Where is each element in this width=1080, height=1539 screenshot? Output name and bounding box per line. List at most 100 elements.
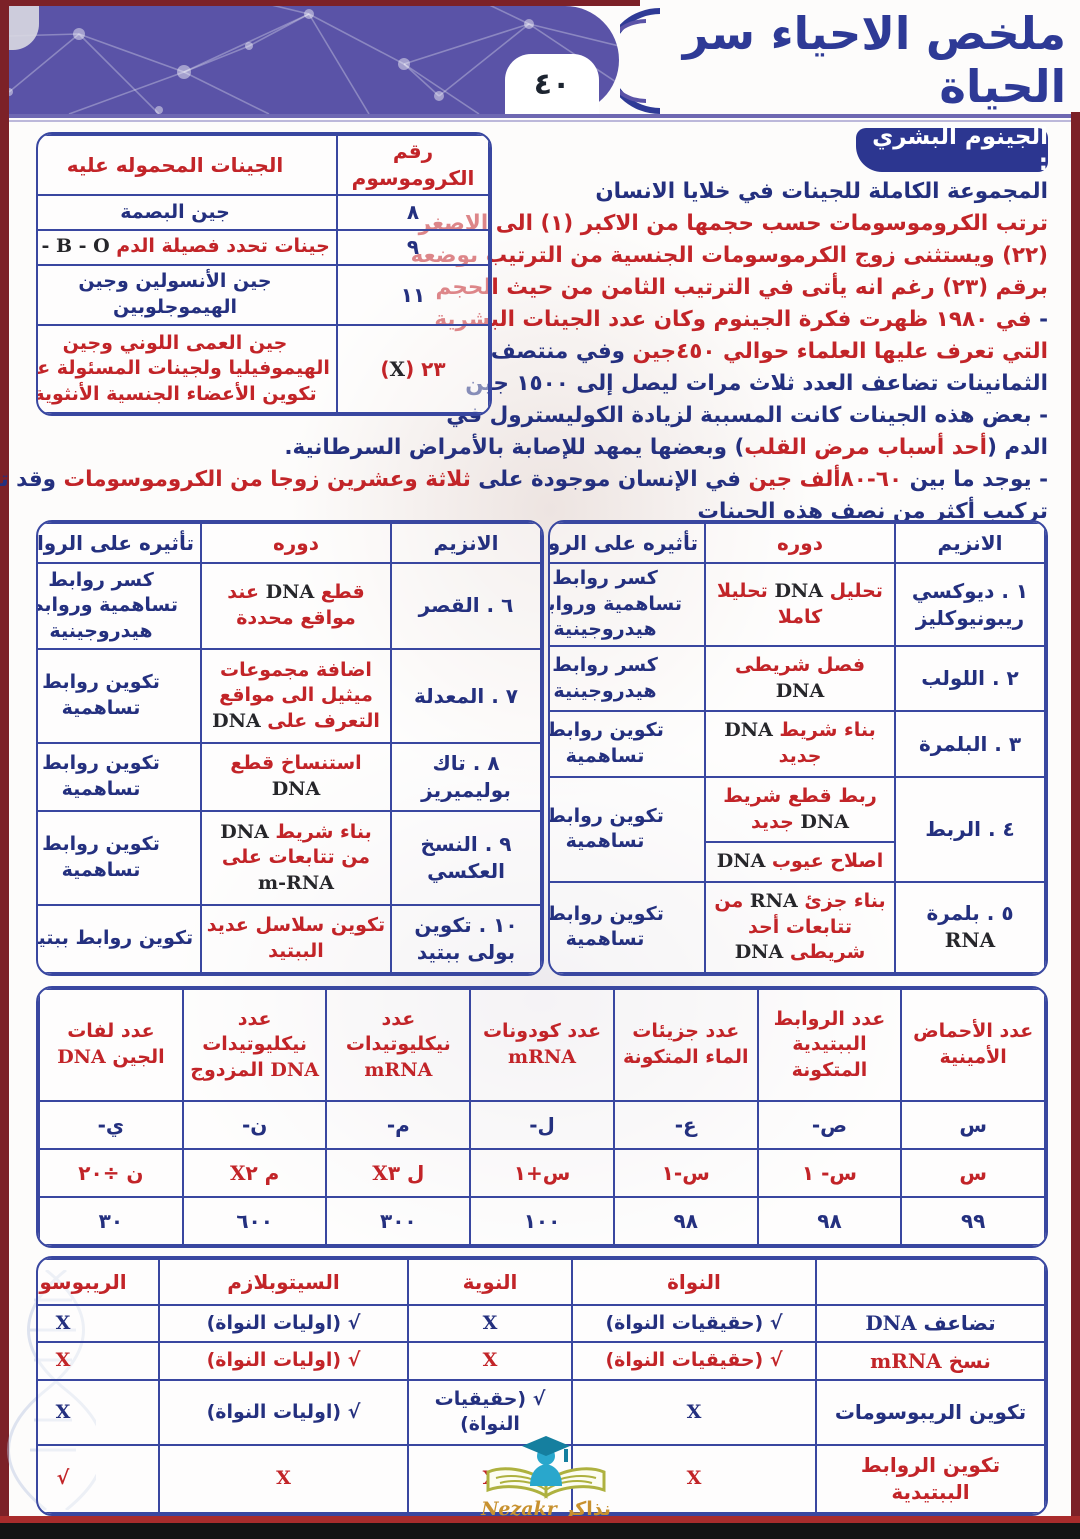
table-cell: س: [900, 1100, 1046, 1150]
table-cell: س- ١: [756, 1148, 903, 1198]
text-line: - في ١٩٨٠ ظهرت فكرة الجينوم وكان عدد الج…: [36, 304, 1048, 336]
table-cell: س+١: [469, 1148, 615, 1198]
table-row: س ص- ع- ل- م- ن- ي-: [38, 1100, 1046, 1150]
text-line: - بعض هذه الجينات كانت المسببة لزيادة ال…: [36, 400, 1048, 432]
table-cell: X: [571, 1378, 817, 1446]
table-row: ١١ جين الأنسولين وجين الهيموجلوبين: [38, 263, 490, 327]
table-cell: بناء شريط DNA من تتابعات على m-RNA: [200, 809, 392, 907]
table-cell: ن-: [181, 1100, 328, 1150]
table-cell: √ (اوليات النواة): [158, 1303, 409, 1344]
table-cell: ٢٣ (X): [336, 324, 490, 414]
table-cell: ن ÷٢٠: [38, 1148, 184, 1198]
table-cell: جين الأنسولين وجين الهيموجلوبين: [38, 263, 338, 327]
row-header: تضاعف DNA: [815, 1303, 1046, 1344]
table-cell: س: [900, 1148, 1046, 1198]
table-cell: X: [571, 1443, 817, 1514]
table-cell: ٩: [336, 228, 490, 266]
sub-cell: بناء جزئ RNA من تتابعات أحد شريطى DNA: [714, 889, 886, 964]
page-title: ملخص الاحياء سر الحياة: [682, 7, 1067, 113]
table-cell: X: [38, 1341, 160, 1381]
bottom-red-rule: [0, 1516, 1080, 1523]
table-row: ١٠ . تكوين بولى ببتيد تكوين سلاسل عديد ال…: [38, 904, 542, 974]
table-cell: ٩٨: [612, 1196, 759, 1246]
table-cell: ١٠٠: [469, 1196, 615, 1246]
table-cell: √ (حقيقيات النواة): [571, 1341, 817, 1381]
table-cell: س-١: [612, 1148, 759, 1198]
table-row: ٢٣ (X) جين العمى اللوني وجين الهيموفيليا …: [38, 324, 490, 414]
header-divider: [9, 114, 1071, 118]
table-row: س س- ١ س-١ س+١ ل X٣ م X٢ ن ÷٢٠: [38, 1148, 1046, 1198]
table-cell: ع-: [612, 1100, 759, 1150]
text-segment: في الإنسان موجودة على: [470, 467, 749, 492]
sub-cell: فصل شريطى DNA: [734, 654, 866, 702]
table-cell: X: [407, 1303, 573, 1344]
table-cell: جين العمى اللوني وجين الهيموفيليا ولجينا…: [38, 324, 338, 414]
table-cell: تكوين روابط تساهمية: [550, 775, 706, 883]
genome-section-heading: الجينوم البشري :: [856, 124, 1048, 176]
table-cell: تحليل DNA تحليلا كاملا: [704, 561, 896, 648]
table-cell: ٤ . الربط: [894, 775, 1046, 883]
sub-cell: قطع DNA عند مواقع محددة: [227, 581, 365, 629]
table-header-row: رقم الكروموسوم الجينات المحموله عليه: [38, 134, 490, 196]
table-cell: فصل شريطى DNA: [704, 645, 896, 713]
table-row: ٣ . البلمرة بناء شريط DNA جديد تكوين روابط…: [550, 710, 1046, 778]
text-line: الدم (أحد أسباب مرض القلب) وبعضها يمهد ل…: [36, 432, 1048, 464]
text-line: المجموعة الكاملة للجينات في خلايا الانسا…: [36, 176, 1048, 208]
table-row: ٥ . بلمرة RNA بناء جزئ RNA من تتابعات أحد…: [550, 880, 1046, 974]
sub-cell: تكوين سلاسل عديد الببتيد: [206, 914, 386, 963]
table-row: ٧ . المعدلة اضافة مجموعات ميثيل الى مواقع…: [38, 647, 542, 745]
table-cell: م-: [325, 1100, 472, 1150]
chromosome-genes-table: رقم الكروموسوم الجينات المحموله عليه ٨ جين …: [36, 132, 492, 416]
table-row: ٢ . اللولب فصل شريطى DNA كسر روابط هيدروجي…: [550, 645, 1046, 713]
table-header-row: عدد الأحماض الأمينية عدد الروابط الببتيدي…: [38, 988, 1046, 1102]
table-cell: جينات تحدد فصيلة الدم A - B - O: [38, 228, 338, 266]
brand-logo: نذاكر Nezakr: [466, 1434, 626, 1526]
table-cell: ١١: [336, 263, 490, 327]
text-segment: أحد أسباب مرض القلب: [744, 435, 988, 460]
table-cell: ل X٣: [325, 1148, 472, 1198]
sub-cell: اصلاح عيوب DNA: [706, 841, 894, 881]
text-segment: المجموعة الكاملة للجينات في خلايا الانسا…: [595, 179, 1048, 204]
table-row: ٦ . القصر قطع DNA عند مواقع محددة كسر رواب…: [38, 562, 542, 650]
column-header: دوره: [200, 522, 392, 564]
table-cell: √: [38, 1443, 160, 1514]
table-cell: ٢ . اللولب: [894, 645, 1046, 713]
table-row: ٨ . تاك بوليميريز استنساخ قطع DNA تكوين رو…: [38, 742, 542, 812]
column-header: عدد جزيئات الماء المتكونة: [612, 988, 759, 1102]
column-header: تأثيره على الروابط: [38, 522, 202, 564]
table-cell: √ (حقيقيات النواة): [407, 1378, 573, 1446]
table-cell: ربط قطع شريط DNA جديد اصلاح عيوب DNA: [704, 775, 896, 883]
table-cell: بناء شريط DNA جديد: [704, 710, 896, 778]
table-cell: ٩٩: [900, 1196, 1046, 1246]
top-border: [0, 0, 640, 6]
sub-cell: استنساخ قطع DNA: [230, 752, 362, 801]
table-cell: ٨ . تاك بوليميريز: [390, 742, 542, 812]
text-segment: - بعض هذه الجينات كانت المسببة لزيادة ال…: [446, 403, 1048, 428]
table-cell: بناء جزئ RNA من تتابعات أحد شريطى DNA: [704, 880, 896, 974]
table-cell: X: [38, 1303, 160, 1344]
brand-name-ar: نذاكر: [563, 1498, 611, 1520]
table-cell: كسر روابط تساهمية وروابط هيدروجينية: [550, 561, 706, 648]
network-pattern-icon: [9, 6, 619, 114]
table-cell: قطع DNA عند مواقع محددة: [200, 562, 392, 650]
table-cell: استنساخ قطع DNA: [200, 742, 392, 812]
table-cell: ٣٠: [38, 1196, 184, 1246]
table-cell: ٥ . بلمرة RNA: [894, 880, 1046, 974]
table-cell: تكوين روابط تساهمية: [550, 880, 706, 974]
table-cell: ١ . ديوكسي ريبونيوكليز: [894, 561, 1046, 648]
column-header: الجينات المحموله عليه: [38, 134, 338, 196]
table-cell: كسر روابط تساهمية وروابط هيدروجينية: [38, 562, 202, 650]
table-cell: ٩٨: [756, 1196, 903, 1246]
right-border: [1071, 112, 1080, 1523]
table-row: ٨ جين البصمة: [38, 194, 490, 231]
column-header: عدد نيكليوتيدات DNA المزدوج: [181, 988, 328, 1102]
table-cell: تكوين روابط تساهمية: [38, 809, 202, 907]
text-line: برقم (٢٣) رغم انه يأتى في الترتيب الثامن…: [36, 272, 1049, 304]
table-cell: ل-: [469, 1100, 615, 1150]
text-line: (٢٢) ويستثنى زوج الكرموسومات الجنسية من …: [36, 240, 1048, 272]
text-segment: الدم (: [987, 435, 1048, 460]
table-cell: ٣٠٠: [325, 1196, 472, 1246]
